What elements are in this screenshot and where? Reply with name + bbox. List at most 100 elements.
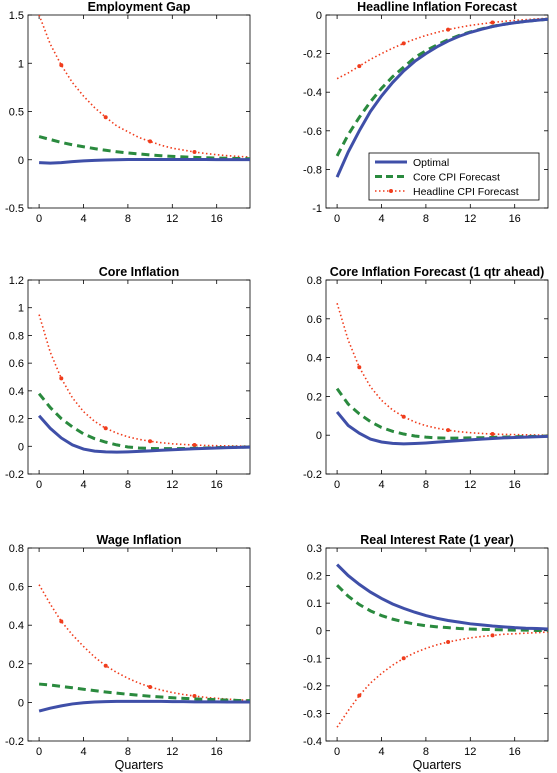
panel-6-ytick-label: 0.2 bbox=[307, 571, 322, 583]
panel-6-xtick-label: 8 bbox=[423, 746, 429, 758]
panel-3-ytick-label: 0.2 bbox=[9, 414, 24, 426]
panel-1-series-optimal-line bbox=[39, 157, 250, 165]
panel-5-xtick-label: 8 bbox=[125, 746, 131, 758]
panel-5-xtick-label: 0 bbox=[36, 746, 42, 758]
panel-3-xtick-label: 16 bbox=[211, 479, 223, 491]
panel-2-series-headline-marker bbox=[401, 41, 406, 46]
panel-5-title: Wage Inflation bbox=[97, 533, 182, 547]
panel-1-employment-gap: 0 4 8 12 16 -0.5 0 0.5 1 1.5 Employment Gap bbox=[5, 0, 251, 225]
panel-3-title: Core Inflation bbox=[99, 265, 180, 279]
panel-1-series-headline-marker bbox=[59, 63, 64, 68]
panel-5-ytick-label: 0.8 bbox=[9, 543, 24, 555]
panel-6-xtick-label: 4 bbox=[378, 746, 384, 758]
panel-5-series-headline-marker bbox=[192, 694, 197, 699]
legend-headline-marker bbox=[389, 189, 393, 193]
panel-4-axes-box bbox=[325, 279, 549, 475]
panel-2-series-headline-marker bbox=[357, 64, 362, 69]
panel-3-series-core-line bbox=[37, 392, 250, 451]
panel-6-ytick-label: 0.1 bbox=[307, 598, 322, 610]
panel-1-axes-box bbox=[27, 14, 251, 209]
panel-4-xtick-label: 4 bbox=[378, 479, 384, 491]
panel-2-xtick-label: 4 bbox=[378, 213, 384, 225]
panel-3-series-headline-marker bbox=[148, 439, 153, 444]
panel-1-xtick-label: 4 bbox=[80, 213, 86, 225]
panel-4-series-headline-marker bbox=[357, 365, 362, 370]
panel-4-ytick-label: 0.6 bbox=[307, 314, 322, 326]
panel-6-title: Real Interest Rate (1 year) bbox=[360, 533, 514, 547]
panel-4-ytick-label: 0 bbox=[316, 430, 322, 442]
panel-2-xtick-label: 0 bbox=[334, 213, 340, 225]
panel-5-series-core-line bbox=[38, 682, 250, 703]
panel-6-ytick-label: -0.4 bbox=[303, 736, 322, 748]
panel-3-series-headline-line bbox=[38, 314, 250, 447]
panel-6-xlabel: Quarters bbox=[413, 758, 462, 772]
legend-optimal-label: Optimal bbox=[413, 157, 449, 169]
panel-3-ytick-label: 0.8 bbox=[9, 330, 24, 342]
panel-3-ytick-label: 1 bbox=[18, 303, 24, 315]
panel-2-series-optimal-line bbox=[335, 17, 548, 178]
panel-6-series-core-line bbox=[336, 584, 548, 632]
panel-4-xtick-label: 12 bbox=[464, 479, 476, 491]
panel-4-series-headline-marker bbox=[401, 414, 406, 419]
panel-1-xtick-label: 16 bbox=[211, 213, 223, 225]
panel-6-ytick-label: 0 bbox=[316, 626, 322, 638]
panel-3-ytick-label: 0 bbox=[18, 441, 24, 453]
panel-3-series-headline-marker bbox=[103, 426, 108, 431]
panel-2-headline-inflation-forecast: 0 4 8 12 16 -1 -0.8 -0.6 -0.4 -0.2 0 Headline Infla… bbox=[303, 0, 549, 225]
panel-2-ytick-label: -0.4 bbox=[303, 87, 322, 99]
panel-3-ytick-label: 0.4 bbox=[9, 386, 24, 398]
panel-2-ytick-label: -0.6 bbox=[303, 126, 322, 138]
panel-5-series-optimal-line bbox=[38, 699, 250, 713]
panel-6-xtick-label: 12 bbox=[464, 746, 476, 758]
legend-headline-label: Headline CPI Forecast bbox=[413, 186, 519, 198]
panel-6-series-headline-marker bbox=[446, 640, 451, 645]
panel-5-series-headline-marker bbox=[59, 619, 64, 624]
panel-6-xtick-label: 16 bbox=[509, 746, 521, 758]
panel-1-series-headline-marker bbox=[192, 150, 197, 155]
panel-5-axes-box bbox=[27, 547, 251, 742]
panel-4-series-core-line bbox=[335, 387, 548, 440]
panel-2-ytick-label: -1 bbox=[312, 203, 322, 215]
panel-5-series-headline-marker bbox=[103, 663, 108, 668]
panel-4-series-headline-marker bbox=[490, 432, 495, 437]
panel-2-xtick-label: 12 bbox=[464, 213, 476, 225]
panel-2-series-headline-line bbox=[336, 17, 548, 80]
panel-5-wage-inflation: 0 4 8 12 16 -0.2 0 0.2 0.4 0.6 0.8 Wage Inflation Qu… bbox=[5, 533, 251, 772]
panel-1-ytick-label: 0.5 bbox=[9, 107, 24, 119]
panel-5-ytick-label: 0.6 bbox=[9, 582, 24, 594]
panel-1-xtick-label: 0 bbox=[36, 213, 42, 225]
panel-2-series-headline-marker bbox=[446, 27, 451, 32]
panel-4-ytick-label: 0.2 bbox=[307, 391, 322, 403]
panel-5-xtick-label: 16 bbox=[211, 746, 223, 758]
panel-6-series-headline-marker bbox=[401, 656, 406, 661]
panel-2-xtick-label: 8 bbox=[423, 213, 429, 225]
panel-2-ytick-label: -0.8 bbox=[303, 164, 322, 176]
panel-1-xtick-label: 12 bbox=[166, 213, 178, 225]
panel-6-series-headline-marker bbox=[357, 693, 362, 698]
panel-4-series-headline-line bbox=[336, 303, 548, 436]
panel-1-series-headline-marker bbox=[103, 115, 108, 120]
panel-2-ytick-label: 0 bbox=[316, 10, 322, 22]
panel-3-xtick-label: 0 bbox=[36, 479, 42, 491]
panel-3-series-headline-marker bbox=[59, 376, 64, 381]
panel-5-xtick-label: 12 bbox=[166, 746, 178, 758]
panel-6-xtick-label: 0 bbox=[334, 746, 340, 758]
panel-2-ytick-label: -0.2 bbox=[303, 49, 322, 61]
panel-4-ytick-label: 0.4 bbox=[307, 353, 322, 365]
panel-3-series-headline-marker bbox=[192, 443, 197, 448]
panel-1-ytick-label: 0 bbox=[18, 155, 24, 167]
panel-5-xlabel: Quarters bbox=[115, 758, 164, 772]
panel-1-ytick-label: -0.5 bbox=[5, 203, 24, 215]
panel-1-ytick-label: 1.5 bbox=[9, 10, 24, 22]
panel-5-ytick-label: 0.4 bbox=[9, 620, 24, 632]
panel-5-xtick-label: 4 bbox=[80, 746, 86, 758]
panel-4-series-optimal-line bbox=[335, 410, 548, 446]
panel-6-real-interest-rate-1-year: 0 4 8 12 16 -0.4 -0.3 -0.2 -0.1 0 0.1 0.2 0.3 Real In… bbox=[303, 533, 549, 772]
panel-2-xtick-label: 16 bbox=[509, 213, 521, 225]
panel-2-title: Headline Inflation Forecast bbox=[357, 0, 518, 14]
panel-3-ytick-label: 0.6 bbox=[9, 358, 24, 370]
panel-3-ytick-label: -0.2 bbox=[5, 469, 24, 481]
panel-4-ytick-label: -0.2 bbox=[303, 469, 322, 481]
panel-4-core-inflation-forecast-1-qtr-ahead: 0 4 8 12 16 -0.2 0 0.2 0.4 0.6 0.8 Core Inflation F… bbox=[303, 265, 549, 491]
